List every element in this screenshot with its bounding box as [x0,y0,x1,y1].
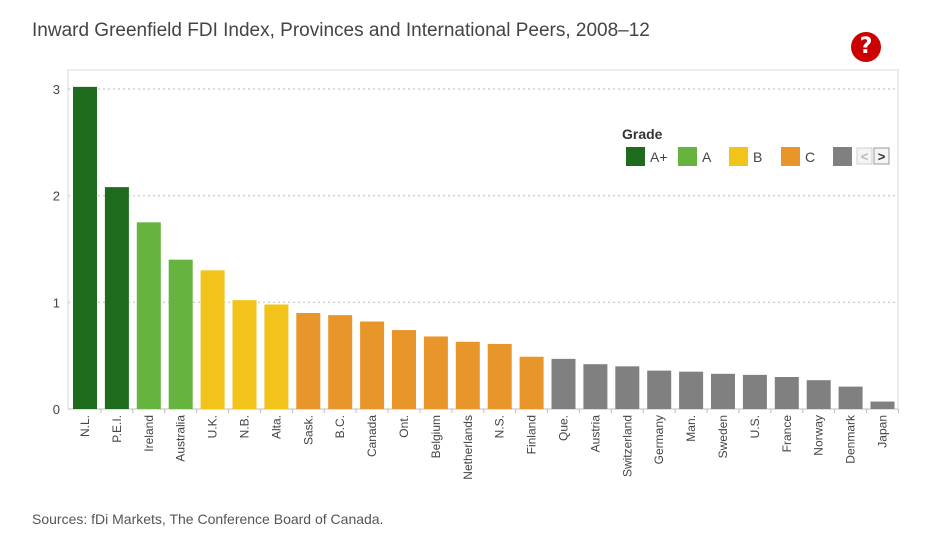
y-tick-label: 0 [53,402,60,417]
x-tick-label: Germany [652,415,666,464]
x-tick-label: Ireland [142,415,156,452]
bar[interactable] [647,370,672,409]
x-tick-label: Netherlands [461,415,475,480]
x-tick-label: Australia [174,415,188,462]
x-tick-label: Ont. [397,415,411,438]
x-tick-label: Alta. [269,415,283,439]
x-axis-labels: N.L. P.E.I. Ireland Australia U.K. N.B. Alta. S… [78,409,899,480]
x-tick-label: U.K. [206,415,220,438]
legend-item[interactable]: C [781,147,815,166]
bar[interactable] [296,313,321,409]
x-tick-label: B.C. [333,415,347,438]
x-tick-label: N.B. [238,415,252,438]
bar[interactable] [455,341,480,409]
source-note: Sources: fDi Markets, The Conference Boa… [32,511,384,527]
bar[interactable] [870,401,895,409]
legend-label: B [753,149,762,165]
x-tick-label: Sask. [301,415,315,445]
y-tick-label: 1 [53,295,60,310]
y-tick-label: 2 [53,189,60,204]
legend-swatch [833,147,852,166]
legend-title: Grade [622,126,663,142]
legend-label: C [805,149,815,165]
x-tick-label: Denmark [844,414,858,464]
legend-next-box [873,147,890,165]
bar[interactable] [615,366,640,409]
bar[interactable] [136,222,161,409]
bar[interactable] [423,336,448,409]
chart-title: Inward Greenfield FDI Index, Provinces a… [32,20,650,41]
bar[interactable] [168,259,193,409]
x-tick-label: P.E.I. [110,415,124,443]
bar[interactable] [487,343,512,409]
legend-swatch [678,147,697,166]
bar[interactable] [774,377,799,409]
x-tick-label: Finland [525,415,539,454]
help-icon[interactable]: ? [851,32,881,62]
bar[interactable] [392,330,416,409]
x-tick-label: N.S. [493,415,507,438]
x-tick-label: Switzerland [620,415,634,477]
bar[interactable] [806,380,831,409]
x-tick-label: Austria [588,415,602,453]
legend-item[interactable]: A+ [626,147,668,166]
legend-label: A+ [650,149,668,165]
legend-swatch [626,147,645,166]
x-tick-label: Norway [812,415,826,456]
chevron-left-icon: < [861,149,869,164]
legend-prev-box [856,147,873,165]
x-tick-label: Canada [365,415,379,457]
bars [73,86,895,409]
bar[interactable] [73,86,97,409]
legend-swatch [729,147,748,166]
x-tick-label: Que. [557,415,571,441]
bar-chart: 0 1 2 3 N.L. P.E.I. Ireland Australia U.K. N.B. A… [53,69,899,480]
y-axis-ticks: 0 1 2 3 [53,82,60,417]
bar[interactable] [200,270,225,409]
x-tick-label: France [780,415,794,453]
x-tick-label: Belgium [429,415,443,458]
legend-item[interactable]: A [678,147,712,166]
bar[interactable] [679,371,704,409]
x-tick-label: Japan [876,415,890,448]
bar[interactable] [742,374,767,409]
legend-next-button[interactable]: > [873,147,890,165]
bar[interactable] [583,364,608,409]
legend: Grade A+ A B C < > [622,126,890,166]
bar[interactable] [328,315,353,409]
bar[interactable] [838,386,863,409]
legend-label: A [702,149,712,165]
legend-item[interactable] [833,147,852,166]
x-tick-label: N.L. [78,415,92,437]
x-tick-label: U.S. [748,415,762,438]
x-tick-label: Man. [684,415,698,442]
bar[interactable] [360,321,385,409]
legend-item[interactable]: B [729,147,762,166]
legend-prev-button[interactable]: < [856,147,873,165]
bar[interactable] [519,356,544,409]
bar[interactable] [104,187,129,409]
chevron-right-icon: > [878,149,886,164]
legend-swatch [781,147,800,166]
bar[interactable] [711,373,735,409]
x-tick-label: Sweden [716,415,730,458]
bar[interactable] [232,300,257,409]
y-tick-label: 3 [53,82,60,97]
bar[interactable] [551,358,576,409]
bar[interactable] [264,304,289,409]
